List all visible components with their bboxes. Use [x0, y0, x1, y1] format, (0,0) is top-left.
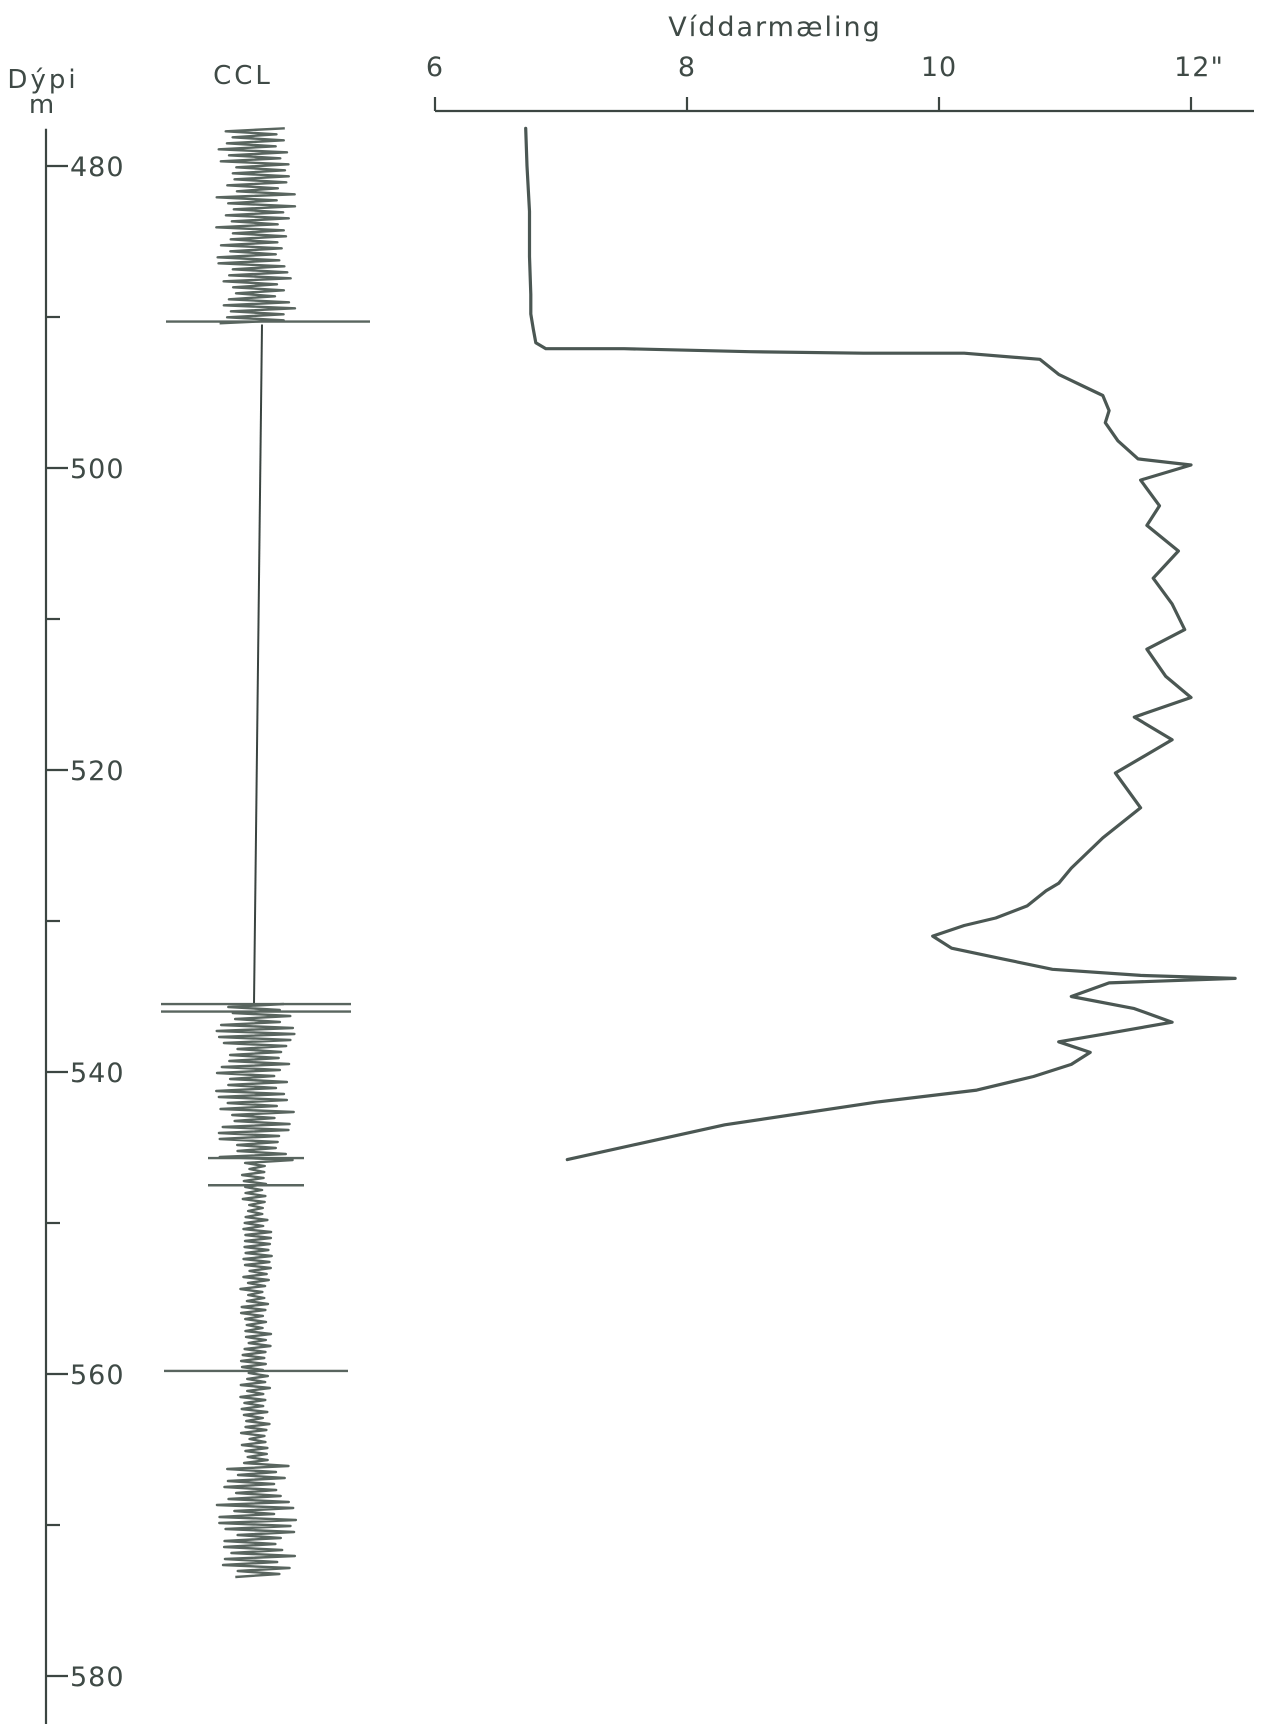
- depth-tick-label-540: 540: [70, 1058, 125, 1089]
- ccl-track-label: CCL: [213, 61, 273, 91]
- chart-title: Víddarmæling: [668, 12, 882, 43]
- caliper-axis: 6 8 10 12": [426, 52, 1254, 113]
- ccl-noise-band-2: [214, 1002, 298, 1579]
- depth-axis-label: Dýpi: [7, 65, 78, 95]
- ccl-wire: [253, 324, 263, 1005]
- depth-tick-label-560: 560: [70, 1360, 125, 1391]
- depth-tick-label-480: 480: [70, 152, 125, 183]
- caliper-trace: [524, 126, 1237, 1162]
- depth-tick-label-500: 500: [70, 454, 125, 485]
- depth-axis: 480 500 520 540 560 580: [44, 128, 125, 1724]
- caliper-tick-label-6: 6: [426, 52, 444, 83]
- depth-tick-label-520: 520: [70, 756, 125, 787]
- caliper-series: [524, 126, 1237, 1162]
- caliper-tick-label-12: 12": [1174, 52, 1224, 83]
- depth-tick-label-580: 580: [70, 1662, 125, 1693]
- caliper-tick-label-8: 8: [678, 52, 696, 83]
- ccl-track: [161, 127, 370, 1579]
- ccl-noise-band-1: [215, 127, 297, 325]
- depth-axis-unit: m: [29, 90, 57, 120]
- caliper-tick-label-10: 10: [921, 52, 957, 83]
